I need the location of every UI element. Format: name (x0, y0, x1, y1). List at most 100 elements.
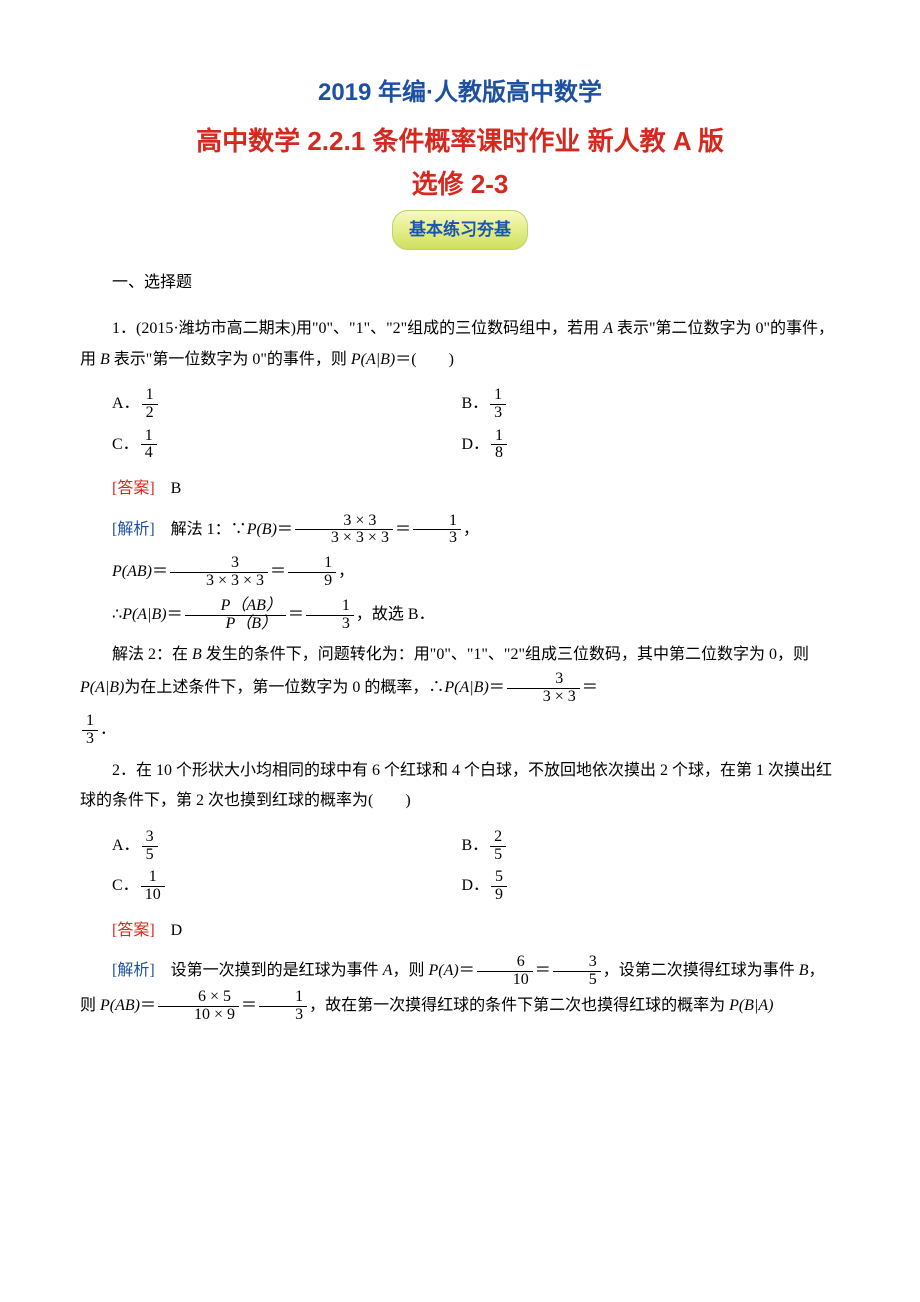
q1-eq4: ＝ (270, 563, 286, 580)
q2-d-num: 5 (491, 869, 507, 886)
q1-stem-c: 表示"第一位数字为 0"的事件，则 (110, 351, 351, 368)
q1-d-label: D． (461, 436, 489, 453)
q2-a-frac: 35 (142, 829, 158, 864)
q1-b-den: 3 (490, 404, 506, 422)
q1-var-a: A (603, 320, 613, 337)
q1-c-frac: 14 (141, 428, 157, 463)
q1-var-b: B (100, 351, 110, 368)
page-title-line1: 高中数学 2.2.1 条件概率课时作业 新人教 A 版 (80, 122, 840, 161)
q2-pab-rnum: 1 (259, 989, 307, 1006)
q1-eq2: ＝ (395, 521, 411, 538)
q2-b-num: 2 (490, 829, 506, 846)
q1-eq7: ＝ (489, 679, 505, 696)
q1-a-label: A． (112, 395, 140, 412)
q1-pab-frac: 33 × 3 × 3 (170, 555, 268, 590)
q2-pab-den: 10 × 9 (158, 1006, 239, 1024)
q2-sol-b: ，则 (392, 962, 428, 979)
q2-c-den: 10 (141, 886, 165, 904)
q1-sol1-l1: [解析] 解法 1：∵P(B)＝3 × 33 × 3 × 3＝13， (80, 513, 840, 548)
q1-stem: 1．(2015·潍坊市高二期末)用"0"、"1"、"2"组成的三位数码组中，若用… (80, 314, 840, 375)
q2-a-num: 3 (142, 829, 158, 846)
q1-ratio: P（AB）P（B） (185, 598, 286, 633)
q1-pb-rnum: 1 (413, 513, 461, 530)
series-header: 2019 年编·人教版高中数学 (80, 70, 840, 116)
q1-ratio-num: P（AB） (185, 598, 286, 615)
q1-stem-a: 1．(2015·潍坊市高二期末)用"0"、"1"、"2"组成的三位数码组中，若用 (112, 320, 603, 337)
q1-sol2-frac: 33 × 3 (507, 671, 580, 706)
q1-comma1: ， (463, 521, 479, 538)
q2-pab-num: 6 × 5 (158, 989, 239, 1006)
q1-sol1-tail: ，故选 B． (356, 606, 435, 623)
q1-d-den: 8 (491, 444, 507, 462)
q2-var-a: A (383, 962, 393, 979)
q2-b-frac: 25 (490, 829, 506, 864)
q2-cond: P(B|A) (729, 997, 773, 1014)
q1-b-label: B． (461, 395, 488, 412)
q1-choice-c: C．14 (112, 428, 461, 463)
q2-pa-num: 6 (477, 954, 533, 971)
q1-col-right: B．13 D．18 (461, 381, 810, 468)
q2-d-frac: 59 (491, 869, 507, 904)
q1-pb-frac: 3 × 33 × 3 × 3 (295, 513, 393, 548)
q1-analysis-label: [解析] (112, 521, 155, 538)
q1-cond2: P(A|B) (122, 606, 166, 623)
q1-sol2-a: 解法 2：在 (112, 646, 192, 663)
q1-a-frac: 12 (142, 387, 158, 422)
q1-pab-rnum: 1 (288, 555, 336, 572)
q1-sol2-den: 3 × 3 (507, 688, 580, 706)
q1-pb-num: 3 × 3 (295, 513, 393, 530)
q1-pab-den: 3 × 3 × 3 (170, 572, 268, 590)
q1-answer-val: B (155, 480, 182, 497)
q1-comma2: ， (338, 563, 354, 580)
q1-c-num: 1 (141, 428, 157, 445)
q1-sol2-cond2: P(A|B) (444, 679, 488, 696)
q2-pab: P(AB) (100, 997, 140, 1014)
q2-pa-res: 35 (553, 954, 601, 989)
q1-sol2-cond: P(A|B) (80, 679, 124, 696)
q1-sol2-c: 为在上述条件下，第一位数字为 0 的概率，∴ (124, 679, 444, 696)
q1-period: ． (100, 721, 116, 738)
q2-sol-e: ，故在第一次摸得红球的条件下第二次也摸得红球的概率为 (309, 997, 729, 1014)
q2-sol-l1: [解析] 设第一次摸到的是红球为事件 A，则 P(A)＝610＝35，设第二次摸… (80, 954, 840, 1023)
q2-b-label: B． (461, 837, 488, 854)
q1-b-frac: 13 (490, 387, 506, 422)
q1-pb-res: 13 (413, 513, 461, 548)
q2-col-right: B．25 D．59 (461, 823, 810, 910)
q2-a-label: A． (112, 837, 140, 854)
q1-sol2-b: 发生的条件下，问题转化为：用"0"、"1"、"2"组成三位数码，其中第二位数字为… (202, 646, 809, 663)
q2-eq3: ＝ (140, 997, 156, 1014)
q2-choice-b: B．25 (461, 829, 810, 864)
q2-analysis-label: [解析] (112, 962, 155, 979)
q1-cond: P(A|B) (351, 351, 395, 368)
q1-answer-label: [答案] (112, 480, 155, 497)
q1-res-num: 1 (306, 598, 354, 615)
q2-sol-c: ，设第二次摸得红球为事件 (603, 962, 799, 979)
q1-sol2-rden: 3 (82, 730, 98, 748)
q1-sol1-l2: P(AB)＝33 × 3 × 3＝19， (80, 555, 840, 590)
q1-sol2-res: 13 (82, 713, 98, 748)
q2-choice-a: A．35 (112, 829, 461, 864)
q2-pab-frac: 6 × 510 × 9 (158, 989, 239, 1024)
q1-eq8: ＝ (582, 679, 598, 696)
subtitle-badge: 基本练习夯基 (392, 210, 528, 250)
q1-pab-res: 19 (288, 555, 336, 590)
q2-pab-rden: 3 (259, 1006, 307, 1024)
page-title-line2: 选修 2-3 (80, 165, 840, 204)
q1-a-den: 2 (142, 404, 158, 422)
q1-choice-d: D．18 (461, 428, 810, 463)
q1-eq6: ＝ (288, 606, 304, 623)
q1-pab: P(AB) (112, 563, 152, 580)
q1-eq5: ＝ (167, 606, 183, 623)
q2-pa: P(A) (428, 962, 458, 979)
q2-c-frac: 110 (141, 869, 165, 904)
q2-d-label: D． (461, 877, 489, 894)
q2-pab-res: 13 (259, 989, 307, 1024)
q1-res-den: 3 (306, 615, 354, 633)
q2-stem: 2．在 10 个形状大小均相同的球中有 6 个红球和 4 个白球，不放回地依次摸… (80, 756, 840, 817)
q1-ratio-den: P（B） (185, 615, 286, 633)
q1-pab-num: 3 (170, 555, 268, 572)
q2-b-den: 5 (490, 846, 506, 864)
q1-pb-rden: 3 (413, 529, 461, 547)
q1-choice-a: A．12 (112, 387, 461, 422)
q1-answer: [答案] B (80, 474, 840, 504)
